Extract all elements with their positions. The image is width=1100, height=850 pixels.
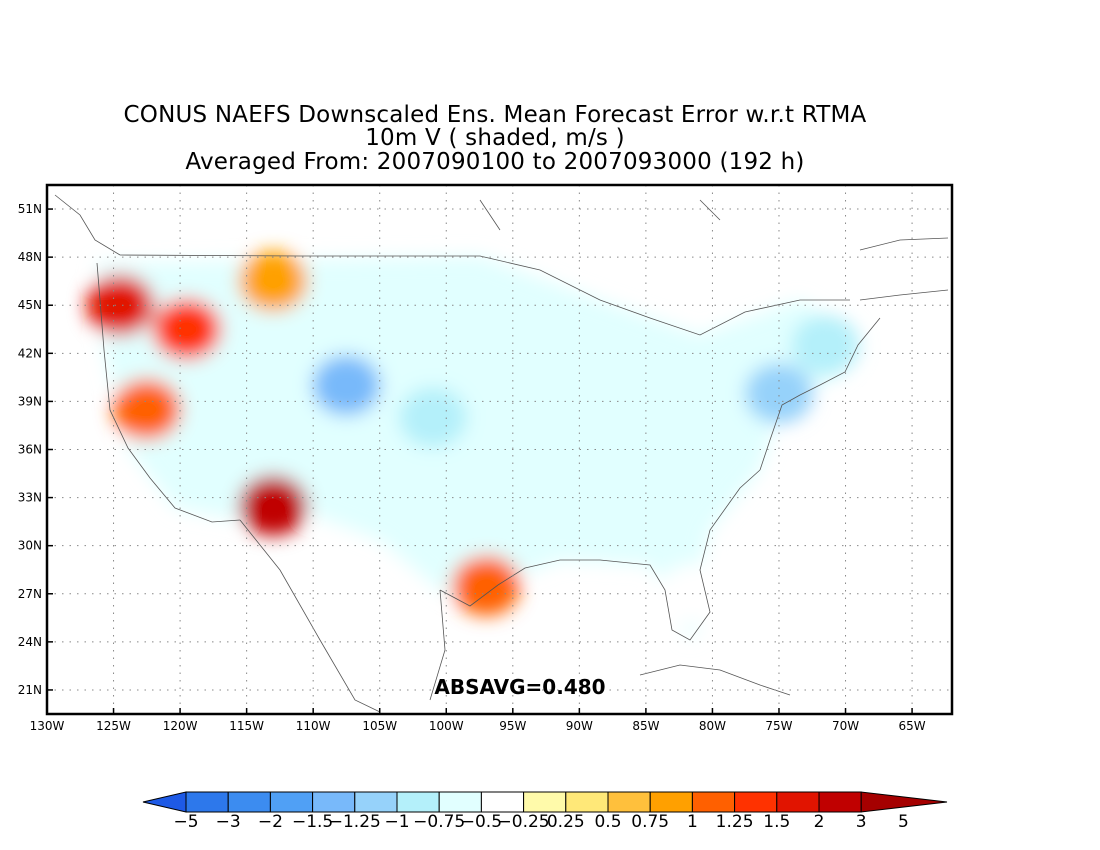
colorbar-bin <box>438 791 482 813</box>
field-region-ozarks <box>532 419 601 480</box>
field-region-east-texas <box>432 499 501 560</box>
colorbar-label: −1 <box>384 812 409 832</box>
colorbar-label: 0.5 <box>594 812 621 832</box>
lon-tick-label: 115W <box>229 719 264 733</box>
colorbar-bin <box>734 791 778 813</box>
lon-tick-label: 125W <box>96 719 131 733</box>
lon-tick-label: 105W <box>362 719 397 733</box>
colorbar-label: 1.5 <box>763 812 790 832</box>
colorbar-label: −0.5 <box>461 812 502 832</box>
colorbar-label: −2 <box>258 812 283 832</box>
colorbar-label: −1.25 <box>329 812 381 832</box>
colorbar-label: −3 <box>216 812 241 832</box>
gulf-coast-line <box>439 469 761 641</box>
colorbar-label: −1.5 <box>292 812 333 832</box>
field-region-oregon-interior <box>152 299 221 360</box>
title-line-3: Averaged From: 2007090100 to 2007093000 … <box>185 149 805 175</box>
field-region-mid-atlantic-coast <box>744 363 813 424</box>
absavg-annotation: ABSAVG=0.480 <box>434 675 605 699</box>
field-region-new-england <box>791 315 860 376</box>
colorbar-max-arrow <box>860 791 948 813</box>
colorbar-label: 1 <box>687 812 698 832</box>
colorbar: −5 −3 −2 −1.5−1.25 −1 −0.75−0.5−0.250.25 0.5 0.… <box>142 791 948 832</box>
colorbar-min-arrow <box>142 791 187 813</box>
west-coast-line <box>96 262 241 523</box>
latitude-labels: 51N 48N 45N 42N 39N 36N 33N 30N 27N 24N 21N <box>18 202 53 697</box>
lat-tick-label: 27N <box>18 587 42 601</box>
canada-coast-line <box>54 194 949 301</box>
shaded-field <box>86 251 860 640</box>
lon-tick-label: 80W <box>699 719 726 733</box>
field-region-pacific-northwest-coast <box>86 275 155 336</box>
colorbar-bin <box>607 791 651 813</box>
colorbar-bin <box>649 791 693 813</box>
colorbar-bin <box>776 791 820 813</box>
field-region-colorado-wyoming <box>312 355 381 416</box>
colorbar-bin <box>565 791 609 813</box>
lon-tick-label: 65W <box>899 719 926 733</box>
mexico-line <box>239 519 446 713</box>
title-line-2: 10m V ( shaded, m/s ) <box>365 125 625 151</box>
conus-base-field <box>97 256 850 640</box>
colorbar-bin <box>312 791 356 813</box>
lat-tick-label: 45N <box>18 298 42 312</box>
lat-tick-label: 24N <box>18 635 42 649</box>
lon-tick-label: 95W <box>499 719 526 733</box>
lat-tick-label: 42N <box>18 346 42 360</box>
cuba-line <box>639 664 791 696</box>
colorbar-bin <box>523 791 567 813</box>
lat-tick-label: 39N <box>18 394 42 408</box>
field-region-central-plains <box>398 387 467 448</box>
coastlines <box>54 194 949 713</box>
colorbar-bin <box>818 791 862 813</box>
colorbar-bin <box>396 791 440 813</box>
colorbar-label: 0.25 <box>547 812 585 832</box>
lat-tick-label: 30N <box>18 539 42 553</box>
colorbar-label: 1.25 <box>716 812 754 832</box>
lat-tick-label: 51N <box>18 202 42 216</box>
field-region-south-texas-coast <box>452 555 521 616</box>
lat-tick-label: 33N <box>18 491 42 505</box>
colorbar-bin <box>691 791 736 813</box>
lat-tick-label: 21N <box>18 683 42 697</box>
colorbar-label: 5 <box>898 812 909 832</box>
graticule <box>46 185 952 714</box>
colorbar-label: −0.75 <box>413 812 465 832</box>
colorbar-bin <box>354 791 398 813</box>
east-coast-line <box>759 317 881 471</box>
field-region-northern-rockies <box>239 251 308 312</box>
colorbar-bin <box>480 791 525 813</box>
field-region-ohio-valley <box>611 387 680 448</box>
lon-tick-label: 90W <box>566 719 593 733</box>
lon-tick-label: 120W <box>163 719 198 733</box>
lon-tick-label: 75W <box>765 719 792 733</box>
lat-tick-label: 48N <box>18 250 42 264</box>
canada-border-line <box>119 254 850 336</box>
colorbar-bin <box>269 791 314 813</box>
colorbar-label: −0.25 <box>498 812 550 832</box>
lon-tick-label: 130W <box>30 719 65 733</box>
lon-tick-label: 110W <box>296 719 331 733</box>
colorbar-label: 2 <box>814 812 825 832</box>
lon-tick-label: 100W <box>429 719 464 733</box>
field-region-california-coast <box>112 379 181 440</box>
lon-tick-label: 70W <box>832 719 859 733</box>
colorbar-label: −5 <box>173 812 198 832</box>
title-line-1: CONUS NAEFS Downscaled Ens. Mean Forecas… <box>123 102 867 128</box>
lon-tick-label: 85W <box>632 719 659 733</box>
colorbar-label: 0.75 <box>631 812 669 832</box>
lat-tick-label: 36N <box>18 443 42 457</box>
colorbar-bin <box>227 791 271 813</box>
field-region-southwest-arizona <box>239 475 308 536</box>
colorbar-bin <box>185 791 229 813</box>
colorbar-label: 3 <box>856 812 867 832</box>
longitude-labels: 130W 125W 120W 115W 110W 105W 100W 95W 90W 85W 80W… <box>30 708 926 733</box>
